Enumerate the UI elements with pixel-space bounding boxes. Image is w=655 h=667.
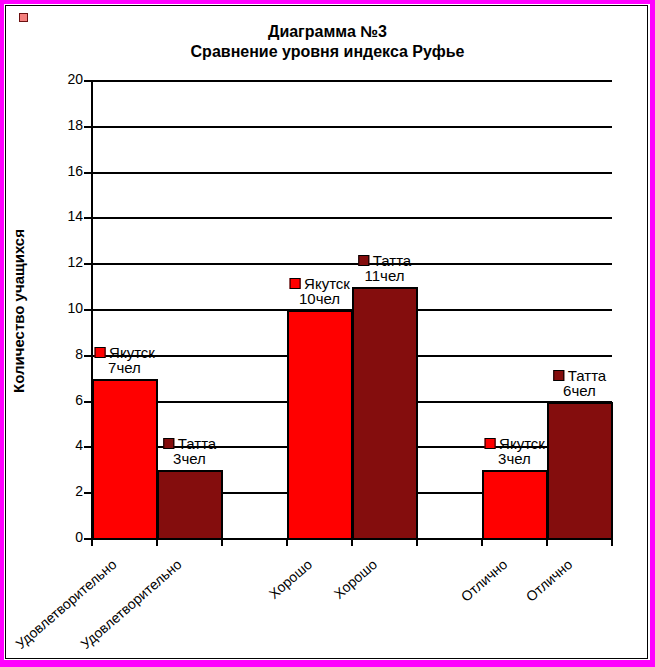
chart-title-line2: Сравнение уровня индекса Руфье [0,42,655,62]
y-axis-title: Количество учащихся [10,229,27,393]
chart-title-line1: Диаграмма №3 [0,22,655,42]
page: 02468101214161820Якутск7челУдовлетворите… [0,0,655,667]
corner-marker-icon [19,13,28,22]
chart-title: Диаграмма №3 Сравнение уровня индекса Ру… [0,22,655,62]
chart-frame [5,5,648,659]
